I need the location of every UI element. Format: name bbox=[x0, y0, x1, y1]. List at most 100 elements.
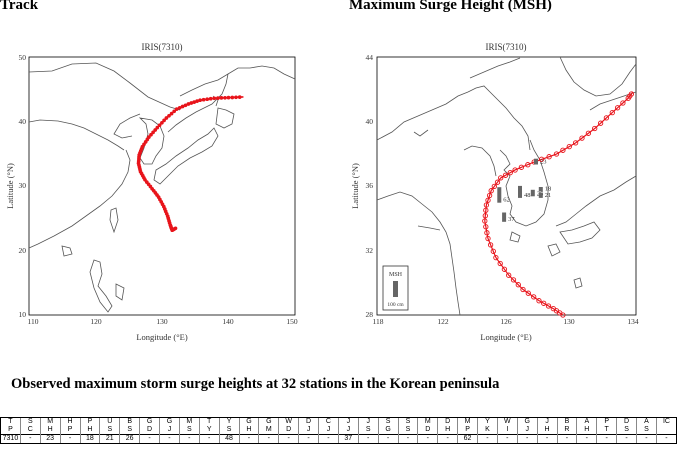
surge-label: 48 bbox=[524, 192, 531, 199]
station-code-top: H bbox=[59, 417, 80, 426]
station-code-bottom: C bbox=[19, 426, 41, 435]
left-map-frame bbox=[28, 56, 296, 316]
station-code-bottom: H bbox=[437, 426, 458, 435]
track-point bbox=[180, 104, 185, 109]
track-point bbox=[603, 115, 610, 121]
track-point bbox=[502, 172, 509, 178]
right-xtick: 122 bbox=[437, 317, 449, 326]
track-point bbox=[536, 298, 542, 304]
track-point bbox=[487, 242, 494, 248]
track-point bbox=[609, 109, 615, 116]
station-code-bottom: G bbox=[377, 426, 398, 435]
station-code-bottom: H bbox=[79, 426, 100, 435]
surge-value-cell: - bbox=[596, 434, 617, 444]
surge-value-cell: - bbox=[636, 434, 657, 444]
track-point bbox=[494, 179, 501, 185]
track-point bbox=[183, 103, 188, 108]
surge-value-cell: - bbox=[59, 434, 80, 444]
track-point bbox=[560, 147, 566, 153]
track-point bbox=[157, 123, 162, 128]
station-code-bottom: S bbox=[99, 426, 120, 435]
track-point bbox=[162, 118, 166, 123]
station-code-top: M bbox=[39, 417, 61, 426]
station-code-bottom: D bbox=[278, 426, 299, 435]
station-code-top: A bbox=[636, 417, 657, 426]
track-point bbox=[226, 95, 231, 100]
msh-legend-bar bbox=[393, 281, 398, 297]
left-map-ylabel: Latitude (°N) bbox=[5, 163, 15, 209]
station-code-top: G bbox=[159, 417, 180, 426]
surge-value-cell: - bbox=[397, 434, 418, 444]
track-point bbox=[541, 300, 547, 306]
right-map-yticks: 28 32 36 40 44 bbox=[366, 53, 374, 319]
track-point bbox=[585, 130, 592, 136]
track-point bbox=[620, 100, 626, 106]
track-point bbox=[506, 272, 512, 278]
surge-value-cell: 48 bbox=[218, 434, 239, 444]
right-xtick: 126 bbox=[500, 317, 512, 326]
station-code-bottom: M bbox=[258, 426, 279, 435]
surge-bar bbox=[538, 187, 543, 192]
surge-value-cell: - bbox=[159, 434, 180, 444]
track-point bbox=[150, 186, 154, 191]
station-code-top: S bbox=[397, 417, 418, 426]
surge-label: 18 bbox=[545, 186, 552, 193]
track-point bbox=[518, 164, 525, 170]
track-point bbox=[482, 218, 488, 224]
station-code-bottom: J bbox=[337, 426, 359, 435]
surge-value-cell: - bbox=[655, 434, 678, 444]
surge-value-cell: 37 bbox=[337, 434, 359, 444]
station-code-bottom: P bbox=[59, 426, 80, 435]
track-point bbox=[223, 95, 227, 100]
surge-label: 62 bbox=[503, 197, 510, 204]
station-code-bottom: H bbox=[238, 426, 259, 435]
track-point bbox=[140, 144, 145, 149]
msh-legend-label: MSH bbox=[389, 272, 403, 278]
station-code-bottom: S bbox=[636, 426, 657, 435]
station-code-bottom: S bbox=[616, 426, 637, 435]
station-code-top: B bbox=[119, 417, 140, 426]
station-code-top: A bbox=[576, 417, 597, 426]
track-point bbox=[164, 116, 169, 120]
track-point bbox=[198, 98, 202, 103]
left-map: IRIS(7310) 110 120 130 140 150 10 2 bbox=[5, 42, 298, 342]
station-code-top: G bbox=[516, 417, 538, 426]
msh-heading: Maximum Surge Height (MSH) bbox=[349, 0, 552, 13]
station-header-top-row: T S M H P U B G G M T Y G G W D C J J S S M D M Y W G J B A P D A IC bbox=[0, 417, 678, 426]
track-point bbox=[148, 184, 153, 189]
track-point bbox=[155, 125, 160, 130]
track-point bbox=[151, 130, 155, 135]
track-point bbox=[195, 99, 199, 103]
surge-value-cell: 21 bbox=[99, 434, 120, 444]
track-point bbox=[160, 120, 164, 125]
track-point bbox=[491, 183, 497, 190]
station-code-top: D bbox=[437, 417, 458, 426]
surge-bar bbox=[534, 158, 538, 165]
station-code-bottom: S bbox=[357, 426, 379, 435]
track-point bbox=[205, 97, 210, 102]
surge-value-cell: 7310 bbox=[0, 434, 21, 444]
track-point bbox=[501, 266, 508, 272]
station-code-top: T bbox=[198, 417, 220, 426]
surge-value-cell: - bbox=[437, 434, 458, 444]
track-point bbox=[234, 95, 238, 100]
track-point bbox=[493, 254, 499, 261]
track-line bbox=[484, 91, 634, 316]
surge-value-cell: 23 bbox=[39, 434, 61, 444]
station-code-top: U bbox=[99, 417, 120, 426]
station-code-top: J bbox=[536, 417, 557, 426]
track-point bbox=[614, 105, 621, 111]
track-point bbox=[579, 135, 585, 141]
station-code-bottom: H bbox=[576, 426, 597, 435]
surge-bar bbox=[530, 189, 535, 197]
right-ytick: 36 bbox=[366, 181, 374, 190]
station-code-top: P bbox=[79, 417, 100, 426]
surge-value-cell: - bbox=[417, 434, 438, 444]
surge-value-cell: - bbox=[178, 434, 200, 444]
station-code-top: M bbox=[178, 417, 200, 426]
station-code-bottom: S bbox=[397, 426, 418, 435]
station-code-top: IC bbox=[655, 417, 678, 426]
track-point bbox=[219, 96, 224, 100]
track-point bbox=[488, 188, 494, 194]
